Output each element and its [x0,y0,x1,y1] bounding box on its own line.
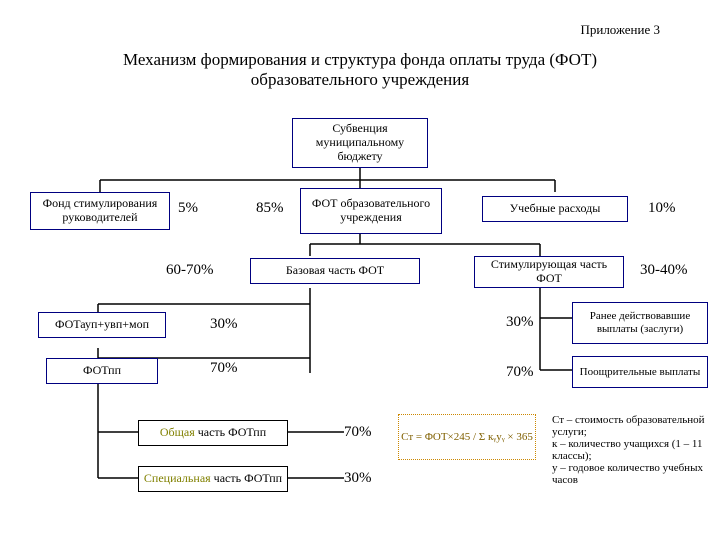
pct-3040: 30-40% [640,262,688,279]
legend-text: Ст – стоимость образовательной услуги; к… [552,414,712,486]
node-fund-leaders: Фонд стимулирования руководителей [30,192,170,230]
pct-30a: 30% [210,316,238,333]
node-stim-part: Стимулирующая часть ФОТ [474,256,624,288]
formula-graphic: Ст = ΦΟΤ×245 / Σ кᵧуᵧ × 365 [398,414,536,460]
diagram-canvas: Приложение 3 Механизм формирования и стр… [0,0,720,540]
appendix-label: Приложение 3 [580,22,660,38]
suffix-special: часть ФОТпп [211,471,282,485]
pct-10: 10% [648,200,676,217]
accent-special: Специальная [144,471,211,485]
node-fot-edu: ФОТ образовательного учреждения [300,188,442,234]
node-common-pp: Общая часть ФОТпп [138,420,288,446]
page-title: Механизм формирования и структура фонда … [80,50,640,90]
pct-6070: 60-70% [166,262,214,279]
pct-70c: 70% [344,424,372,441]
node-incentive: Поощрительные выплаты [572,356,708,388]
pct-70b: 70% [506,364,534,381]
node-fot-aup: ФОТауп+увп+моп [38,312,166,338]
node-subvention: Субвенция муниципальному бюджету [292,118,428,168]
node-study-exp: Учебные расходы [482,196,628,222]
node-special-pp: Специальная часть ФОТпп [138,466,288,492]
suffix-common: часть ФОТпп [195,425,266,439]
pct-30b: 30% [506,314,534,331]
accent-common: Общая [160,425,195,439]
node-fot-pp: ФОТпп [46,358,158,384]
node-base-part: Базовая часть ФОТ [250,258,420,284]
pct-70a: 70% [210,360,238,377]
pct-85: 85% [256,200,284,217]
node-prev-pay: Ранее действовавшие выплаты (заслуги) [572,302,708,344]
pct-30c: 30% [344,470,372,487]
pct-5: 5% [178,200,198,217]
